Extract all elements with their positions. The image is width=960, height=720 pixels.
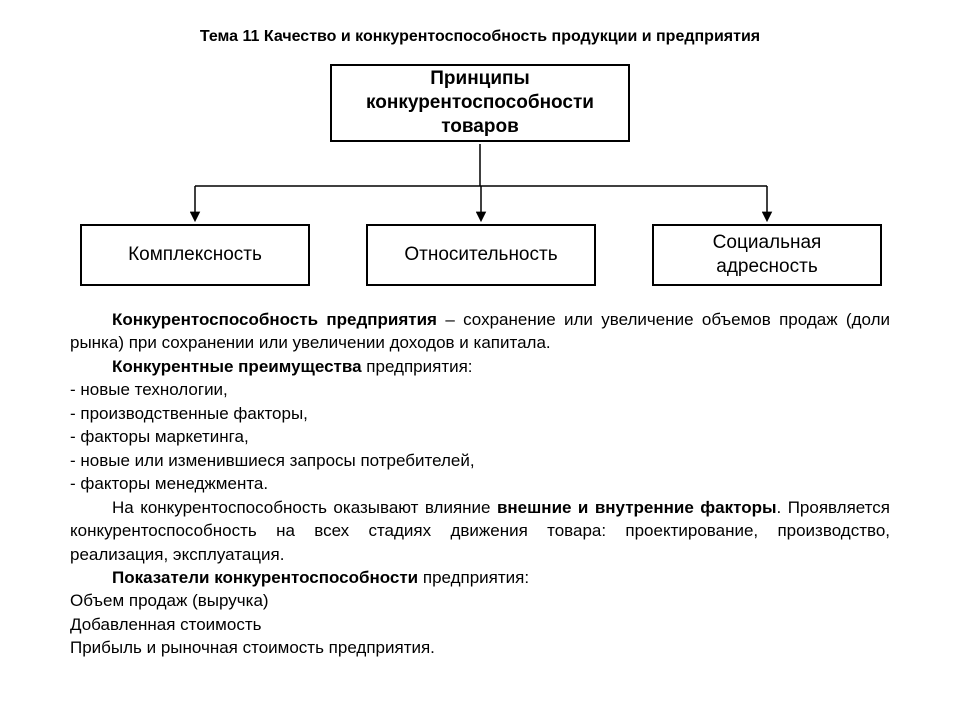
diagram-child-box: Комплексность (80, 224, 310, 286)
paragraph: На конкурентоспособность оказывают влиян… (70, 496, 890, 566)
list-item: Объем продаж (выручка) (70, 589, 890, 612)
list-item: - факторы маркетинга, (70, 425, 890, 448)
list-item: Добавленная стоимость (70, 613, 890, 636)
paragraph: Показатели конкурентоспособности предпри… (70, 566, 890, 589)
paragraph: Конкурентные преимущества предприятия: (70, 355, 890, 378)
list-item: Прибыль и рыночная стоимость предприятия… (70, 636, 890, 659)
list-item: - производственные факторы, (70, 402, 890, 425)
page-title: Тема 11 Качество и конкурентоспособность… (70, 28, 890, 46)
bold-run: Показатели конкурентоспособности (112, 568, 418, 587)
text-run: На конкурентоспособность оказывают влиян… (112, 498, 497, 517)
body-text: Конкурентоспособность предприятия – сохр… (70, 308, 890, 660)
page: Тема 11 Качество и конкурентоспособность… (0, 0, 960, 720)
diagram-child-box: Относительность (366, 224, 596, 286)
paragraph: Конкурентоспособность предприятия – сохр… (70, 308, 890, 355)
diagram-child-box: Социальная адресность (652, 224, 882, 286)
diagram-root-box: Принципы конкурентоспособности товаров (330, 64, 630, 142)
list-item: - факторы менеджмента. (70, 472, 890, 495)
bold-run: Конкурентные преимущества (112, 357, 362, 376)
text-run: предприятия: (362, 357, 473, 376)
bold-run: внешние и внутренние факторы (497, 498, 777, 517)
bold-run: Конкурентоспособность предприятия (112, 310, 437, 329)
text-run: предприятия: (418, 568, 529, 587)
list-item: - новые или изменившиеся запросы потреби… (70, 449, 890, 472)
diagram: Принципы конкурентоспособности товаров К… (70, 64, 890, 294)
list-item: - новые технологии, (70, 378, 890, 401)
